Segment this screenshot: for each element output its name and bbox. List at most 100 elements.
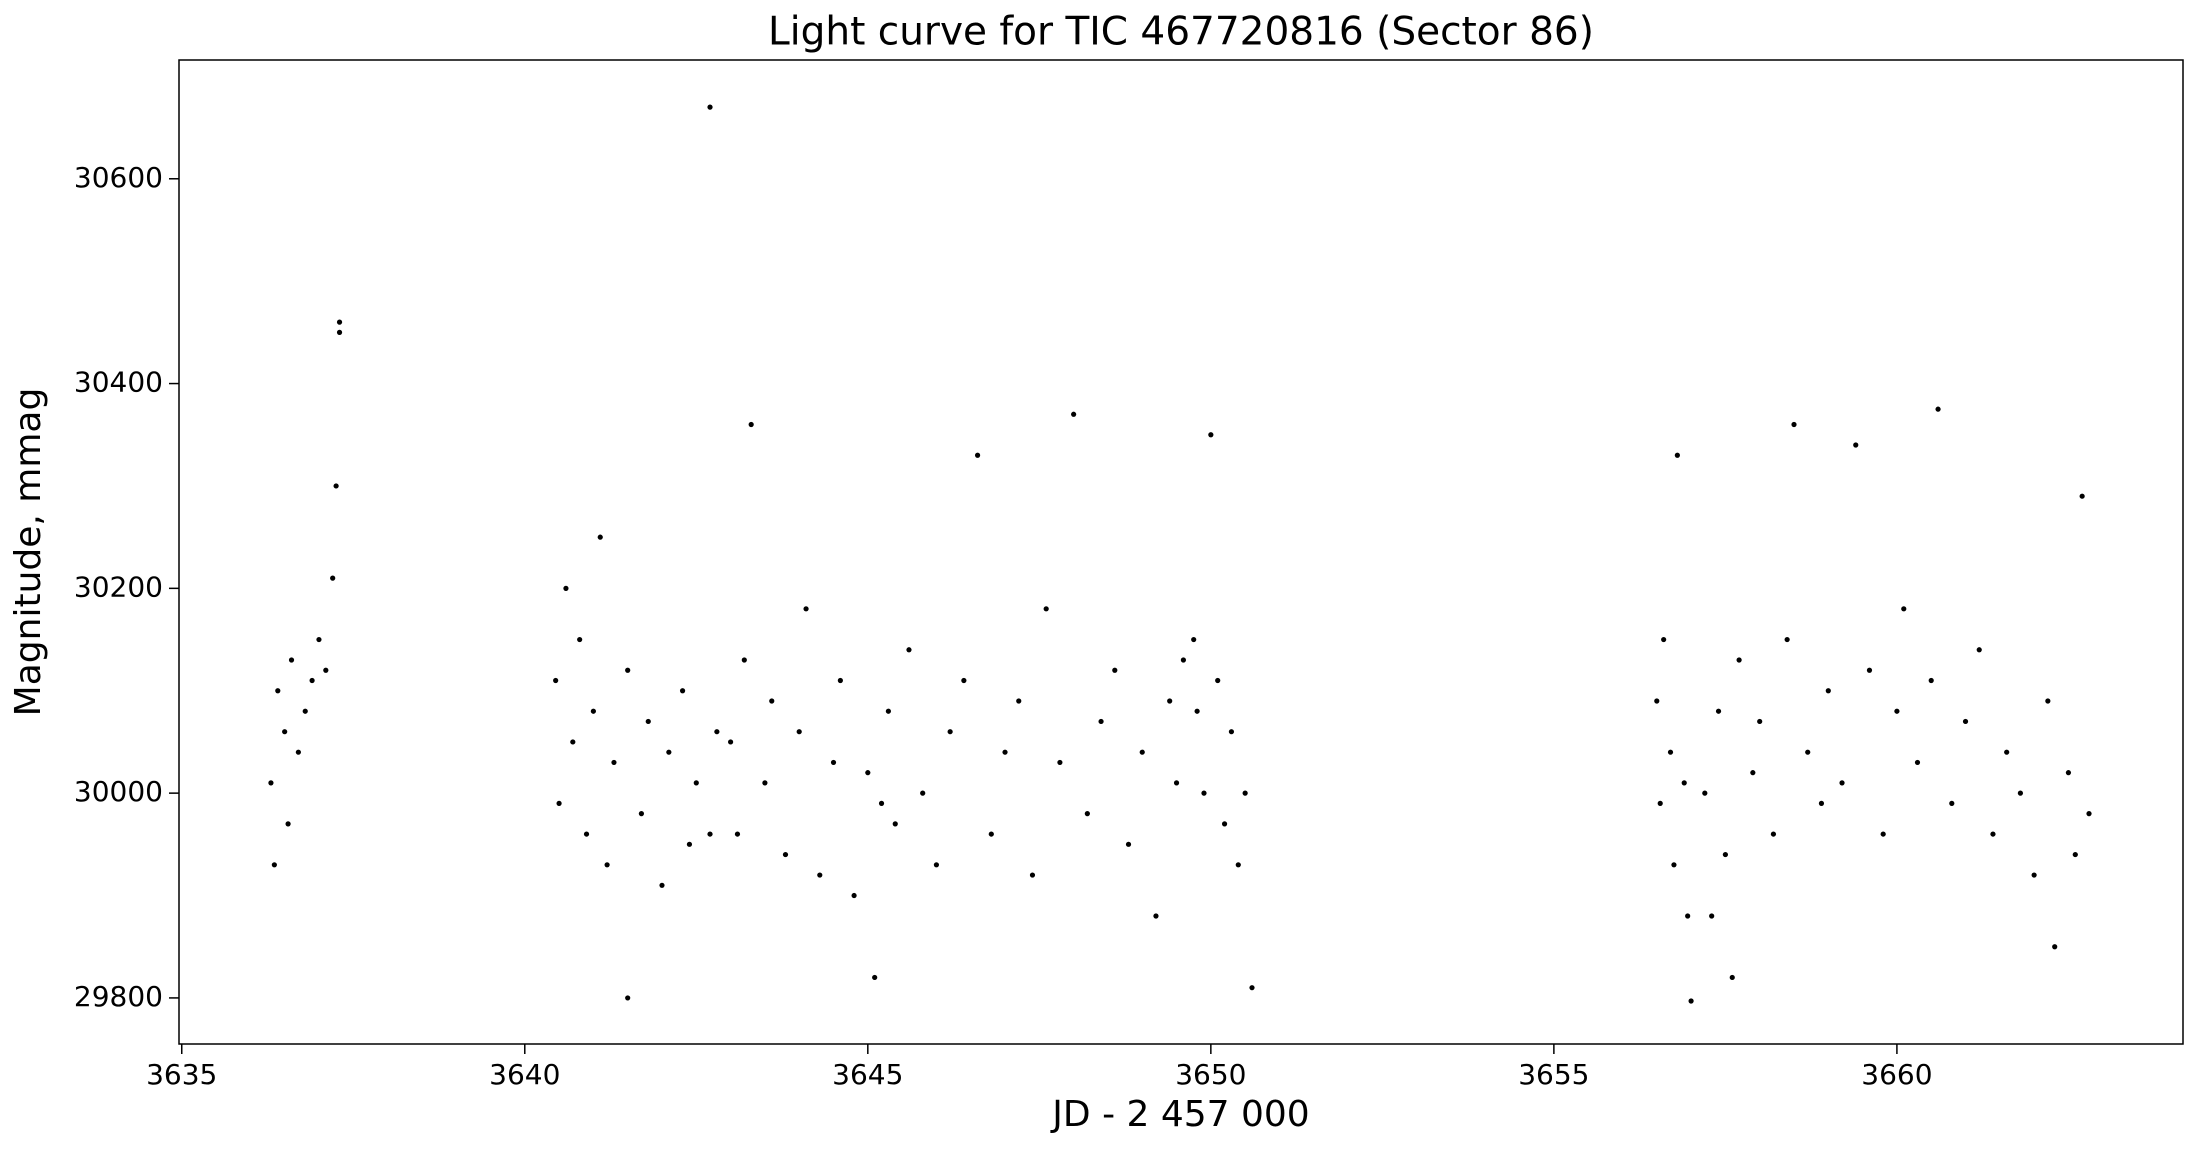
data-point — [1729, 974, 1735, 981]
data-point — [1215, 677, 1221, 684]
x-tick-label: 3640 — [489, 1058, 560, 1091]
data-point — [1180, 657, 1187, 663]
data-point — [645, 718, 651, 725]
data-point — [1002, 749, 1008, 755]
data-point — [837, 677, 843, 684]
x-tick-label: 3635 — [146, 1058, 217, 1091]
data-point — [1880, 831, 1886, 837]
data-point — [1125, 841, 1132, 847]
data-point — [1839, 780, 1845, 786]
x-tick-label: 3660 — [1861, 1058, 1932, 1091]
data-point — [1928, 677, 1934, 684]
y-axis-label: Magnitude, mmag — [8, 388, 49, 717]
data-point — [1894, 708, 1900, 714]
y-tick-label: 30400 — [74, 366, 163, 399]
data-point — [2045, 698, 2051, 704]
y-tick-label: 30200 — [74, 570, 163, 603]
data-point — [961, 677, 967, 684]
data-point — [625, 995, 631, 1001]
data-point — [1681, 780, 1687, 786]
data-point — [686, 841, 693, 847]
data-point — [974, 452, 981, 458]
y-tick-label: 30600 — [74, 161, 163, 194]
data-point — [2004, 749, 2010, 755]
data-point — [1949, 800, 1955, 806]
data-point — [1784, 636, 1790, 643]
data-point — [1825, 688, 1831, 694]
data-point — [1853, 442, 1859, 448]
x-tick-label: 3655 — [1518, 1058, 1589, 1091]
data-point — [1990, 831, 1996, 837]
data-point — [556, 800, 562, 806]
data-point — [865, 770, 871, 776]
data-point — [1029, 872, 1036, 878]
data-point — [1901, 606, 1907, 612]
data-point — [309, 677, 315, 684]
data-point — [2017, 790, 2024, 796]
data-point — [611, 759, 617, 766]
data-point — [1661, 636, 1667, 643]
data-point — [885, 708, 891, 714]
data-point — [933, 862, 940, 868]
data-point — [782, 851, 789, 858]
data-point — [577, 636, 583, 643]
data-point — [553, 677, 559, 684]
data-point — [1016, 698, 1022, 704]
data-point — [1709, 913, 1715, 919]
data-point — [2079, 493, 2085, 499]
data-point — [336, 319, 343, 325]
data-point — [1194, 708, 1200, 714]
data-point — [1153, 913, 1159, 919]
plot-frame — [178, 59, 2184, 1045]
data-point — [1805, 749, 1811, 755]
data-point — [1736, 657, 1742, 663]
data-point — [1750, 770, 1756, 776]
data-point — [803, 606, 809, 612]
data-point — [878, 800, 885, 806]
data-point — [1208, 432, 1214, 438]
data-point — [336, 329, 343, 335]
x-tick-label: 3645 — [832, 1058, 903, 1091]
data-point — [1221, 821, 1228, 827]
data-point — [679, 688, 686, 694]
data-point — [851, 892, 857, 899]
data-point — [1098, 718, 1104, 725]
data-point — [282, 729, 288, 735]
data-point — [330, 575, 336, 581]
data-point — [1688, 998, 1694, 1004]
data-point — [275, 688, 281, 694]
data-point — [1914, 759, 1921, 766]
data-point — [2065, 770, 2072, 776]
data-point — [1791, 421, 1797, 428]
data-point — [707, 104, 713, 110]
data-point — [583, 831, 590, 837]
data-point — [625, 667, 631, 673]
data-point — [906, 647, 912, 653]
data-point — [563, 585, 569, 591]
data-point — [295, 749, 301, 755]
data-point — [693, 780, 699, 786]
data-point — [920, 790, 926, 796]
data-point — [268, 780, 274, 786]
data-point — [1657, 800, 1663, 806]
data-point — [947, 729, 953, 735]
data-point — [1667, 749, 1674, 755]
data-point — [830, 759, 837, 766]
data-point — [1976, 647, 1982, 653]
data-point — [1173, 780, 1180, 786]
data-point — [707, 831, 713, 837]
y-tick-label: 30000 — [74, 775, 163, 808]
data-point — [796, 729, 802, 735]
data-point — [1715, 708, 1722, 714]
data-point — [1962, 718, 1969, 725]
data-point — [288, 657, 295, 663]
data-point — [666, 749, 672, 755]
data-point — [1139, 749, 1145, 755]
data-point — [2086, 811, 2092, 817]
data-point — [1935, 406, 1941, 412]
chart-title: Light curve for TIC 467720816 (Sector 86… — [768, 10, 1594, 55]
data-point — [1674, 452, 1680, 458]
data-point — [271, 862, 277, 868]
data-point — [1112, 667, 1118, 673]
